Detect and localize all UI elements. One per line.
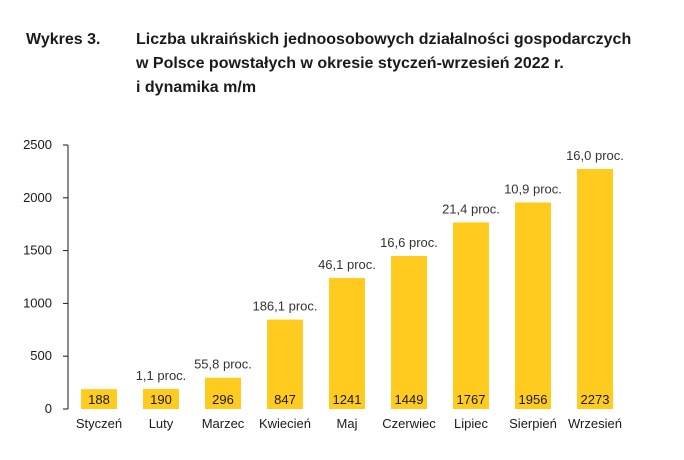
bar-dynamics-label-6: 16,6 proc. bbox=[380, 235, 438, 250]
chart-title-line-2: w Polsce powstałych w okresie styczeń-wr… bbox=[136, 55, 564, 72]
bar-7 bbox=[453, 222, 489, 409]
bar-dynamics-label-7: 21,4 proc. bbox=[442, 201, 500, 216]
bar-3 bbox=[205, 377, 241, 409]
bar-dynamics-label-9: 16,0 proc. bbox=[566, 148, 624, 163]
chart-title-line-3: i dynamika m/m bbox=[136, 79, 257, 96]
bar-4 bbox=[267, 319, 303, 409]
bar-value-label-5: 1241 bbox=[333, 392, 362, 407]
x-category-label-8: Sierpień bbox=[509, 416, 557, 431]
bar-dynamics-label-3: 55,8 proc. bbox=[194, 357, 252, 372]
bar-value-label-4: 847 bbox=[274, 392, 296, 407]
x-category-label-9: Wrzesień bbox=[568, 416, 622, 431]
y-tick-label-1500: 1500 bbox=[23, 243, 52, 258]
x-category-label-5: Maj bbox=[337, 416, 358, 431]
x-category-label-1: Styczeń bbox=[76, 416, 122, 431]
x-category-label-3: Marzec bbox=[202, 416, 245, 431]
bar-dynamics-label-2: 1,1 proc. bbox=[136, 368, 187, 383]
bar-dynamics-label-4: 186,1 proc. bbox=[252, 299, 317, 314]
bar-value-label-7: 1767 bbox=[457, 392, 486, 407]
bar-value-label-3: 296 bbox=[212, 392, 234, 407]
y-tick-label-0: 0 bbox=[45, 401, 52, 416]
bar-2 bbox=[143, 388, 179, 409]
bar-5 bbox=[329, 277, 365, 409]
bar-9 bbox=[577, 168, 613, 409]
y-tick-label-1000: 1000 bbox=[23, 295, 52, 310]
y-tick-label-500: 500 bbox=[30, 348, 52, 363]
bar-1 bbox=[81, 389, 117, 409]
y-tick-label-2500: 2500 bbox=[23, 137, 52, 152]
bar-value-label-1: 188 bbox=[88, 392, 110, 407]
x-category-label-6: Czerwiec bbox=[382, 416, 436, 431]
y-tick-label-2000: 2000 bbox=[23, 190, 52, 205]
bar-value-label-6: 1449 bbox=[395, 392, 424, 407]
bar-dynamics-label-5: 46,1 proc. bbox=[318, 257, 376, 272]
x-category-label-7: Lipiec bbox=[454, 416, 488, 431]
chart-title-line-1: Liczba ukraińskich jednoosobowych działa… bbox=[136, 31, 632, 48]
chart-title-text: Liczba ukraińskich jednoosobowych działa… bbox=[136, 28, 666, 100]
x-category-label-4: Kwiecień bbox=[259, 416, 311, 431]
x-category-label-2: Luty bbox=[149, 416, 174, 431]
bar-dynamics-label-8: 10,9 proc. bbox=[504, 181, 562, 196]
bar-value-label-9: 2273 bbox=[581, 392, 610, 407]
bar-value-label-2: 190 bbox=[150, 392, 172, 407]
bar-value-label-8: 1956 bbox=[519, 392, 548, 407]
chart-title: Wykres 3. Liczba ukraińskich jednoosobow… bbox=[26, 28, 666, 100]
bar-8 bbox=[515, 202, 551, 409]
chart-title-prefix: Wykres 3. bbox=[26, 31, 101, 48]
bar-6 bbox=[391, 255, 427, 409]
